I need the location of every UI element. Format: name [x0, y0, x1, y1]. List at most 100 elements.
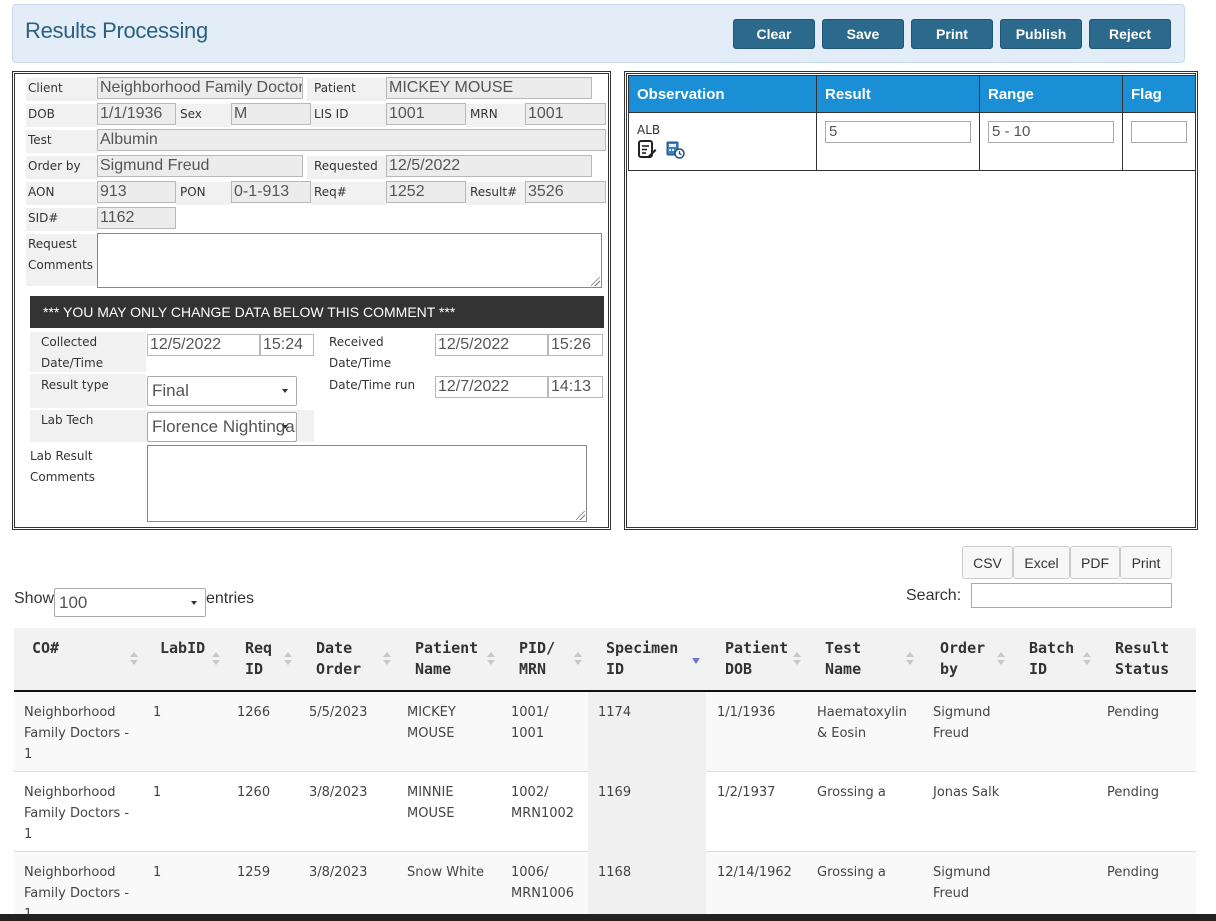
run-time-field[interactable]: 14:13 [548, 376, 603, 398]
requested-label: Requested [314, 159, 378, 173]
col-pid-mrn[interactable]: PID/MRN [519, 639, 556, 678]
observation-table: Observation Result Range Flag ALB [628, 75, 1196, 171]
pdf-button[interactable]: PDF [1070, 546, 1120, 579]
publish-button[interactable]: Publish [1000, 19, 1082, 49]
req-num-field[interactable]: 1252 [386, 181, 466, 203]
mrn-field[interactable]: 1001 [525, 103, 606, 125]
excel-button[interactable]: Excel [1013, 546, 1070, 579]
resize-grip-icon[interactable] [591, 277, 600, 286]
received-time-field[interactable]: 15:26 [548, 334, 603, 356]
pon-field[interactable]: 0-1-913 [231, 181, 311, 203]
edit-notes-icon[interactable] [637, 139, 657, 159]
entries-select[interactable]: 100 [54, 588, 206, 617]
result-num-field[interactable]: 3526 [525, 181, 606, 203]
col-date-order[interactable]: Date Order [316, 639, 362, 678]
flag-input[interactable] [1131, 121, 1187, 143]
lis-id-field[interactable]: 1001 [386, 103, 466, 125]
result-type-select[interactable]: Final [147, 376, 297, 406]
print-table-button[interactable]: Print [1120, 546, 1172, 579]
client-field[interactable]: Neighborhood Family Doctors [97, 77, 303, 99]
datetime-run-label: Date/Time run [329, 378, 416, 392]
sort-icon[interactable] [574, 652, 582, 668]
lab-result-comments-textarea[interactable] [147, 445, 587, 522]
sort-icon[interactable] [997, 652, 1005, 668]
dob-field[interactable]: 1/1/1936 [97, 103, 176, 125]
chevron-down-icon [191, 601, 197, 605]
sort-icon[interactable] [1083, 652, 1091, 668]
resize-grip-icon[interactable] [576, 511, 585, 520]
result-input[interactable]: 5 [825, 121, 971, 143]
col-co[interactable]: CO# [32, 639, 60, 657]
col-specimen-id[interactable]: Specimen ID [606, 639, 679, 678]
search-input[interactable] [971, 583, 1172, 608]
sex-field[interactable]: M [231, 103, 311, 125]
test-field[interactable]: Albumin [97, 129, 606, 151]
sid-label: SID# [28, 211, 59, 225]
chevron-down-icon [282, 389, 288, 393]
range-input[interactable]: 5 - 10 [988, 121, 1114, 143]
entries-label: entries [206, 590, 255, 607]
requested-field[interactable]: 12/5/2022 [386, 155, 592, 177]
range-header: Range [979, 75, 1123, 113]
lab-result-comments-label: Lab Result [30, 449, 93, 463]
collected-label-2: Date/Time [41, 356, 104, 370]
aon-label: AON [28, 185, 55, 199]
collected-date-field[interactable]: 12/5/2022 [147, 334, 260, 356]
sort-icon[interactable] [212, 652, 220, 668]
sort-icon[interactable] [793, 652, 801, 668]
received-date-field[interactable]: 12/5/2022 [435, 334, 548, 356]
observation-header: Observation [628, 75, 817, 113]
table-row[interactable]: Neighborhood Family Doctors - 1 1 1259 3… [14, 852, 1196, 921]
client-label: Client [28, 81, 63, 95]
result-type-label: Result type [41, 378, 109, 392]
col-labid[interactable]: LabID [160, 639, 206, 657]
result-num-label: Result# [470, 185, 518, 199]
dob-label: DOB [28, 107, 55, 121]
request-comments-textarea[interactable] [97, 233, 602, 288]
lab-tech-select[interactable]: Florence Nightingale [147, 412, 297, 442]
page-header: Results Processing Clear Save Print Publ… [12, 4, 1185, 63]
col-reqid[interactable]: Req ID [245, 639, 273, 678]
sex-label: Sex [180, 107, 202, 121]
sort-icon[interactable] [487, 652, 495, 668]
order-by-label: Order by [28, 159, 81, 173]
edit-restriction-banner: *** YOU MAY ONLY CHANGE DATA BELOW THIS … [30, 296, 604, 328]
col-batch-id[interactable]: Batch ID [1029, 639, 1075, 678]
observation-panel: Observation Result Range Flag ALB [624, 71, 1198, 530]
col-patient-name[interactable]: Patient Name [415, 639, 479, 678]
col-test-name[interactable]: Test Name [825, 639, 862, 678]
save-button[interactable]: Save [822, 19, 904, 49]
clear-button[interactable]: Clear [733, 19, 815, 49]
col-result-status[interactable]: Result Status [1115, 639, 1170, 678]
received-label-2: Date/Time [329, 356, 392, 370]
flag-header: Flag [1122, 75, 1196, 113]
request-comments-label: Request [28, 237, 77, 251]
print-button[interactable]: Print [911, 19, 993, 49]
csv-button[interactable]: CSV [962, 546, 1013, 579]
col-patient-dob[interactable]: Patient DOB [725, 639, 789, 678]
col-order-by[interactable]: Order by [940, 639, 986, 678]
window-bottom-edge [0, 914, 1216, 921]
collected-time-field[interactable]: 15:24 [260, 334, 314, 356]
collected-label: Collected [41, 335, 98, 349]
sort-icon[interactable] [284, 652, 292, 668]
page-title: Results Processing [25, 18, 208, 43]
sort-icon[interactable] [906, 652, 914, 668]
sort-icon[interactable] [130, 652, 138, 668]
order-details-panel: Client Neighborhood Family Doctors Patie… [12, 71, 611, 530]
calculator-history-icon[interactable] [665, 139, 685, 159]
order-by-field[interactable]: Sigmund Freud [97, 155, 303, 177]
test-label: Test [28, 133, 52, 147]
mrn-label: MRN [470, 107, 498, 121]
patient-field[interactable]: MICKEY MOUSE [386, 77, 592, 99]
sort-icon[interactable] [383, 652, 391, 668]
aon-field[interactable]: 913 [97, 181, 176, 203]
sort-desc-icon[interactable] [692, 658, 700, 664]
pon-label: PON [180, 185, 206, 199]
reject-button[interactable]: Reject [1089, 19, 1171, 49]
run-date-field[interactable]: 12/7/2022 [435, 376, 548, 398]
observation-row: ALB [628, 112, 1196, 171]
table-row[interactable]: Neighborhood Family Doctors - 1 1 1260 3… [14, 772, 1196, 852]
table-row[interactable]: Neighborhood Family Doctors - 1 1 1266 5… [14, 692, 1196, 772]
sid-field[interactable]: 1162 [97, 207, 176, 229]
